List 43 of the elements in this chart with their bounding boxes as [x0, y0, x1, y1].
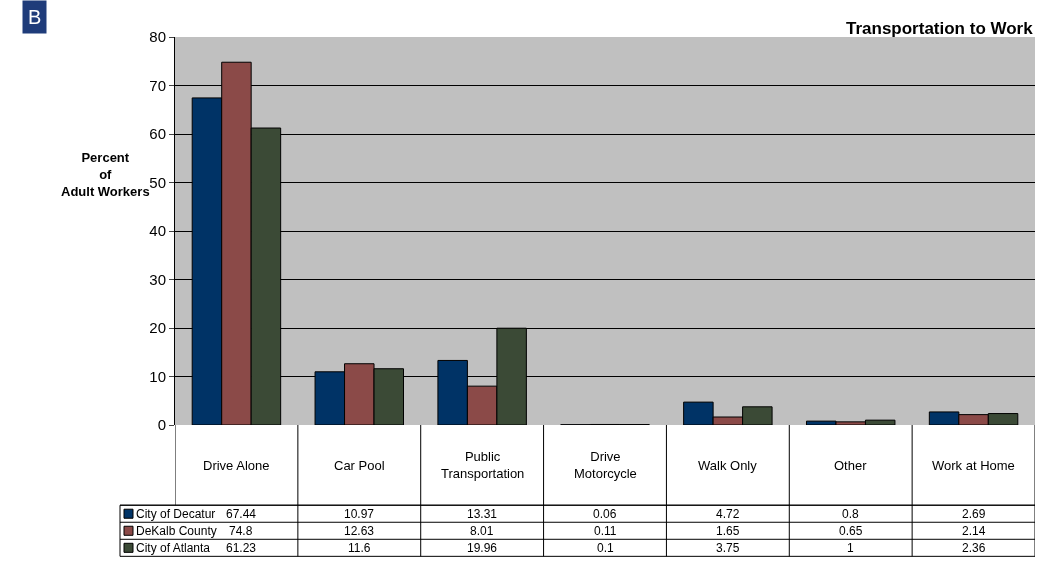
- data-label: 1: [847, 541, 854, 555]
- x-tick-label: Public Transportation: [441, 449, 525, 481]
- data-label: 13.31: [467, 507, 498, 521]
- x-tick-label: Drive Motorcycle: [574, 449, 637, 481]
- x-tick-label: Work at Home: [932, 458, 1015, 473]
- text: B: [28, 6, 42, 28]
- data-label: 74.8: [229, 524, 253, 538]
- data-label: 2.69: [962, 507, 986, 521]
- data-label: 61.23: [226, 541, 257, 555]
- y-tick-label: 60: [149, 125, 166, 143]
- y-tick-label: 10: [149, 367, 166, 385]
- y-tick-label: 70: [149, 76, 166, 94]
- chart-title: Transportation to Work: [846, 19, 1034, 38]
- data-label: 3.75: [716, 541, 740, 555]
- legend-label: City of Atlanta: [136, 541, 211, 555]
- y-tick-label: 30: [149, 270, 166, 288]
- data-label: 19.96: [467, 541, 498, 555]
- data-label: 0.11: [594, 524, 617, 538]
- data-label: 0.1: [597, 541, 615, 555]
- data-label: 11.6: [348, 541, 371, 555]
- data-label: 8.01: [470, 524, 494, 538]
- data-label: 1.65: [716, 524, 740, 538]
- x-tick-label: Walk Only: [698, 458, 758, 473]
- data-label: 0.65: [839, 524, 863, 538]
- data-label: 10.97: [344, 507, 375, 521]
- data-label: 0.8: [842, 507, 860, 521]
- y-tick-label: 0: [157, 416, 166, 434]
- y-tick-label: 50: [149, 173, 166, 191]
- data-label: 67.44: [226, 507, 257, 521]
- x-tick-label: Car Pool: [334, 458, 385, 473]
- data-label: 0.06: [593, 507, 617, 521]
- y-tick-label: 40: [149, 222, 166, 240]
- y-axis-title: Percent of Adult Workers: [61, 150, 150, 199]
- x-tick-label: Other: [834, 458, 868, 473]
- y-tick-label: 20: [149, 319, 166, 337]
- y-tick-label: 80: [149, 28, 166, 46]
- legend-label: City of Decatur: [136, 507, 216, 521]
- x-tick-label: Drive Alone: [203, 458, 270, 473]
- data-label: 4.72: [716, 507, 740, 521]
- legend-label: DeKalb County: [136, 524, 217, 538]
- data-label: 2.14: [962, 524, 986, 538]
- data-label: 2.36: [962, 541, 986, 555]
- data-label: 12.63: [344, 524, 375, 538]
